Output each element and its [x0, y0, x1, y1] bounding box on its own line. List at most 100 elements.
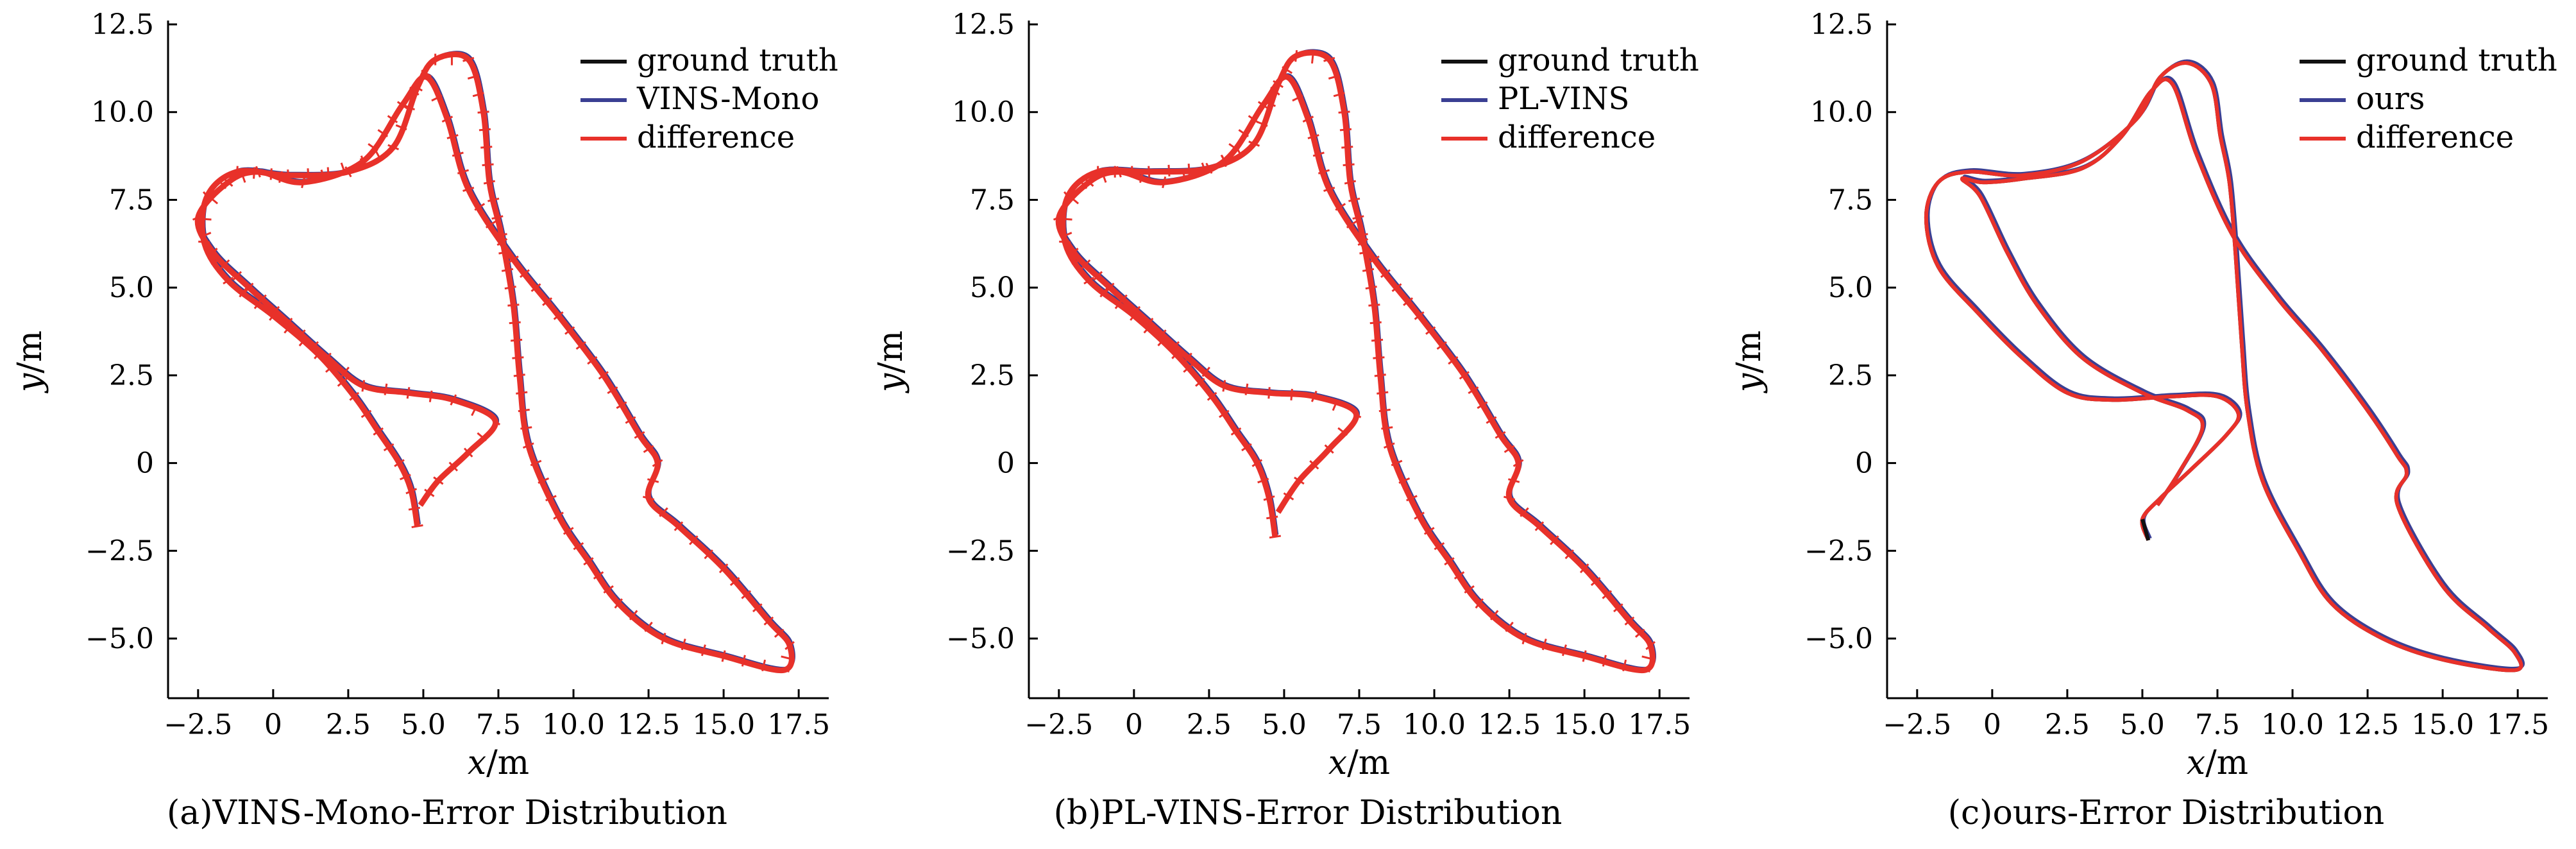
- error-hatch: [360, 155, 366, 167]
- error-hatch: [1602, 655, 1607, 667]
- error-hatch: [270, 305, 280, 316]
- error-hatch: [1381, 426, 1393, 430]
- error-hatch: [1069, 247, 1079, 257]
- error-hatch: [239, 287, 248, 298]
- error-hatch: [1346, 220, 1357, 228]
- error-hatch: [463, 447, 473, 458]
- error-hatch: [1170, 341, 1180, 351]
- error-hatch: [278, 171, 284, 183]
- error-hatch: [647, 478, 659, 483]
- error-hatch: [1251, 459, 1263, 467]
- error-hatch: [643, 445, 654, 453]
- error-hatch: [1380, 269, 1391, 279]
- error-hatch: [421, 69, 432, 78]
- x-tick-label: 0: [1125, 708, 1143, 741]
- error-hatch: [553, 311, 564, 320]
- x-axis-label: x/m: [468, 744, 529, 782]
- error-hatch: [1266, 515, 1278, 520]
- error-hatch: [1374, 373, 1386, 377]
- error-hatch: [516, 391, 528, 395]
- error-hatch: [462, 56, 475, 62]
- error-hatch: [1332, 399, 1339, 411]
- error-hatch: [483, 180, 496, 185]
- error-hatch: [504, 286, 516, 290]
- error-hatch: [1162, 176, 1167, 189]
- y-tick-label: −2.5: [946, 535, 1015, 567]
- legend-label: PL-VINS: [1498, 81, 1629, 117]
- error-hatch: [387, 115, 398, 124]
- error-hatch: [593, 571, 604, 580]
- error-hatch: [1613, 603, 1623, 613]
- error-hatch: [1383, 442, 1395, 449]
- error-hatch: [1257, 101, 1269, 110]
- error-hatch: [1513, 459, 1524, 467]
- x-tick-label: 15.0: [2411, 708, 2474, 741]
- error-hatch: [1069, 195, 1080, 205]
- error-hatch: [387, 144, 400, 151]
- error-hatch: [1282, 73, 1292, 82]
- legend-label: difference: [637, 119, 795, 155]
- x-ticks: −2.5 0 2.5 5.0 7.5 10.0 12.5 15.0 17.5: [1883, 689, 2549, 741]
- error-hatch: [509, 321, 521, 325]
- error-hatch: [1448, 356, 1459, 365]
- trajectory-curves: [192, 51, 795, 674]
- error-hatch: [477, 432, 487, 442]
- error-hatch: [1171, 349, 1181, 359]
- error-hatch: [296, 329, 306, 339]
- error-hatch: [1310, 51, 1314, 64]
- error-hatch: [375, 150, 382, 161]
- error-hatch: [298, 336, 308, 347]
- error-hatch: [598, 371, 609, 380]
- y-tick-label: 7.5: [109, 184, 154, 216]
- error-hatch: [1131, 305, 1141, 316]
- error-hatch: [1318, 169, 1330, 175]
- error-hatch: [1368, 304, 1380, 307]
- legend-label: ours: [2356, 81, 2425, 117]
- error-hatch: [1343, 163, 1355, 167]
- error-hatch: [192, 214, 204, 221]
- error-hatch: [220, 259, 230, 270]
- legend-label: VINS-Mono: [636, 81, 819, 117]
- x-tick-label: 0: [1983, 708, 2001, 741]
- error-hatch: [255, 166, 261, 178]
- error-hatch: [472, 92, 484, 98]
- error-hatch: [522, 442, 534, 449]
- error-hatch: [1083, 178, 1094, 187]
- error-hatch: [573, 542, 584, 551]
- error-hatch: [1248, 115, 1259, 124]
- error-hatch: [325, 363, 335, 373]
- error-hatch: [210, 257, 222, 266]
- error-hatch: [1219, 409, 1230, 418]
- error-hatch: [1398, 477, 1411, 484]
- subplot-c: −2.5 0 2.5 5.0 7.5 10.0 12.5 15.0 17.5 −5.0 −2.5 0…: [1730, 8, 2557, 832]
- error-hatch: [1181, 169, 1187, 182]
- error-hatch: [625, 416, 636, 424]
- subplot-caption: (b)PL-VINS-Error Distribution: [1054, 794, 1563, 832]
- error-hatch: [394, 459, 405, 467]
- error-hatch: [1477, 401, 1488, 409]
- error-hatch: [1579, 563, 1589, 574]
- y-tick-label: −5.0: [85, 622, 154, 655]
- error-hatch: [244, 282, 254, 293]
- error-hatch: [208, 195, 219, 205]
- error-hatch: [1270, 86, 1280, 96]
- y-tick-label: 2.5: [1828, 359, 1873, 392]
- error-hatch: [421, 73, 432, 82]
- y-axis-label: y/m: [11, 330, 49, 393]
- error-hatch: [1183, 363, 1193, 373]
- error-hatch: [452, 151, 464, 157]
- error-hatch: [1486, 416, 1497, 424]
- error-hatch: [406, 387, 411, 399]
- error-hatch: [674, 521, 684, 531]
- error-hatch: [337, 377, 348, 387]
- error-hatch: [661, 632, 666, 645]
- error-hatch: [1638, 667, 1650, 673]
- error-hatch: [689, 535, 699, 545]
- x-tick-label: 15.0: [1553, 708, 1616, 741]
- error-hatch: [530, 459, 542, 467]
- x-tick-label: 5.0: [1262, 708, 1307, 741]
- error-hatch: [1143, 323, 1153, 334]
- error-hatch: [774, 628, 784, 638]
